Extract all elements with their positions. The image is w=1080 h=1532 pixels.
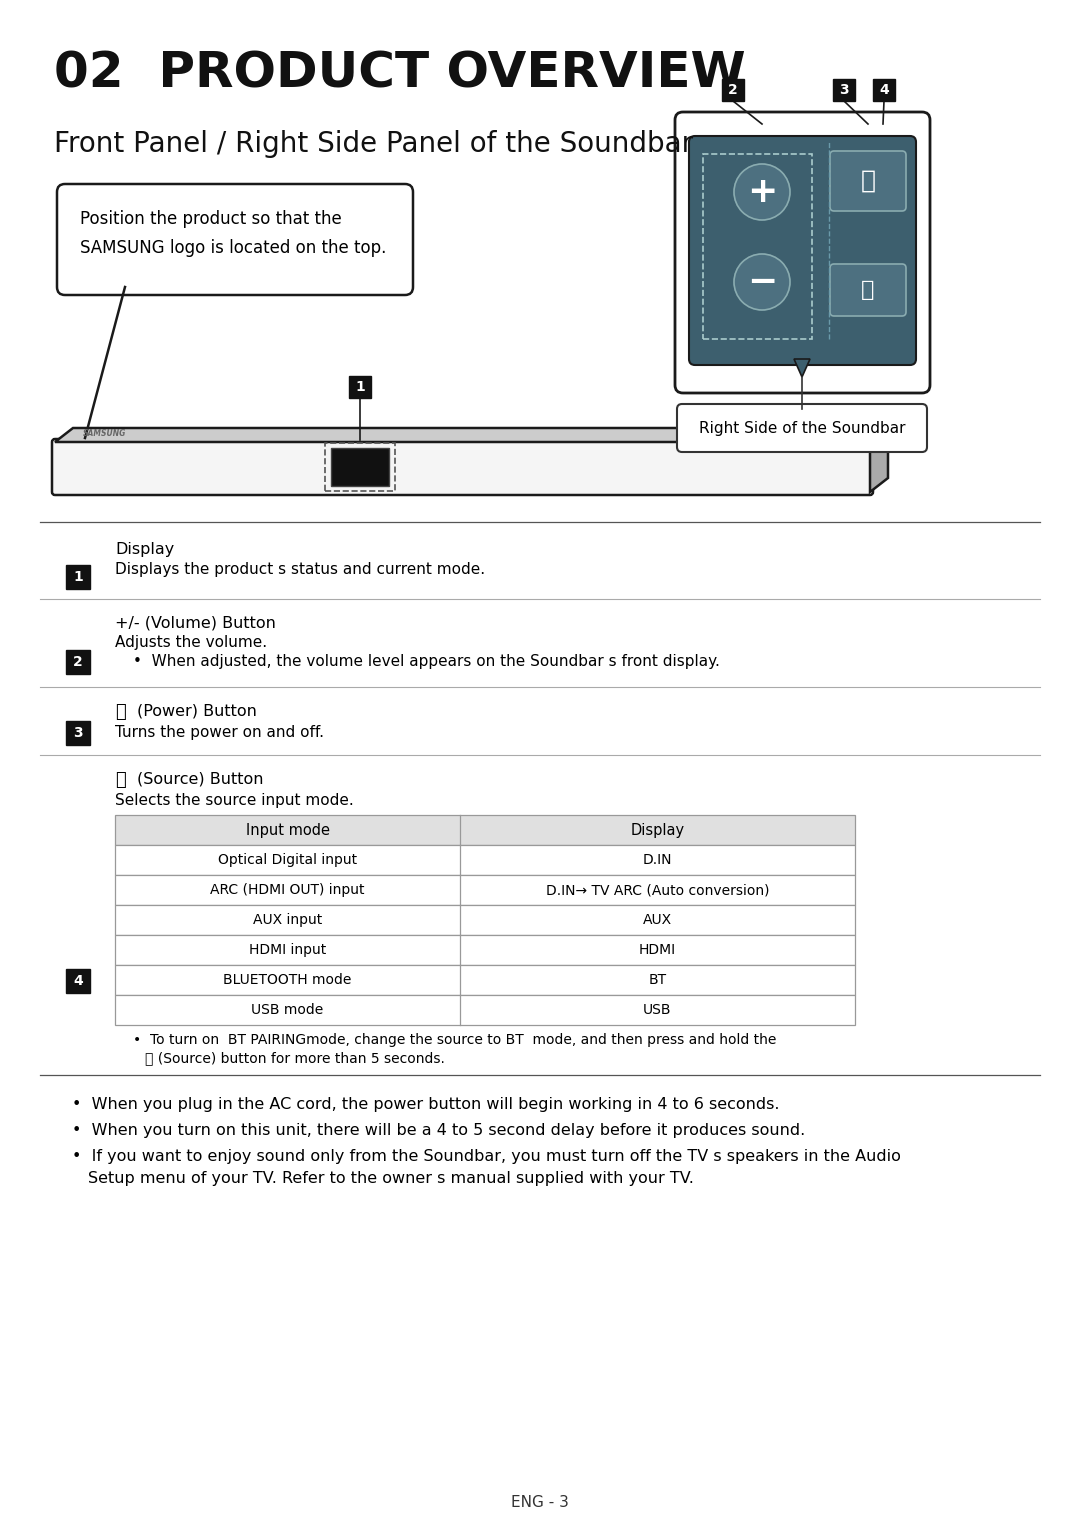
Text: Displays the product s status and current mode.: Displays the product s status and curren…: [114, 562, 485, 578]
Text: BT: BT: [648, 973, 666, 987]
Bar: [66, 650, 90, 674]
Bar: [114, 965, 855, 994]
Text: ENG - 3: ENG - 3: [511, 1495, 569, 1511]
Text: Position the product so that the
SAMSUNG logo is located on the top.: Position the product so that the SAMSUNG…: [80, 210, 387, 257]
Text: •  If you want to enjoy sound only from the Soundbar, you must turn off the TV s: • If you want to enjoy sound only from t…: [72, 1149, 901, 1164]
Bar: [66, 722, 90, 745]
Text: 3: 3: [73, 726, 83, 740]
Text: D.IN: D.IN: [643, 853, 672, 867]
FancyBboxPatch shape: [52, 440, 873, 495]
Bar: [66, 970, 90, 993]
Text: 3: 3: [839, 83, 849, 97]
FancyBboxPatch shape: [831, 264, 906, 316]
Text: Display: Display: [114, 542, 174, 558]
Bar: [114, 846, 855, 875]
Text: 4: 4: [73, 974, 83, 988]
Text: •  When you turn on this unit, there will be a 4 to 5 second delay before it pro: • When you turn on this unit, there will…: [72, 1123, 806, 1138]
Bar: [833, 80, 855, 101]
Text: SAMSUNG: SAMSUNG: [83, 429, 126, 438]
Text: 1: 1: [73, 570, 83, 584]
Text: 4: 4: [879, 83, 889, 97]
Text: Display: Display: [631, 823, 685, 838]
Text: ⮞ (Source) button for more than 5 seconds.: ⮞ (Source) button for more than 5 second…: [145, 1051, 445, 1065]
Text: Input mode: Input mode: [245, 823, 329, 838]
Text: AUX: AUX: [643, 913, 672, 927]
Bar: [723, 80, 744, 101]
Text: ⏻: ⏻: [114, 703, 125, 722]
Text: 2: 2: [728, 83, 738, 97]
Text: ⏻: ⏻: [862, 280, 875, 300]
Bar: [873, 80, 895, 101]
FancyBboxPatch shape: [677, 404, 927, 452]
Text: Optical Digital input: Optical Digital input: [218, 853, 357, 867]
Bar: [114, 875, 855, 905]
Text: HDMI input: HDMI input: [248, 944, 326, 958]
Text: D.IN→ TV ARC (Auto conversion): D.IN→ TV ARC (Auto conversion): [545, 882, 769, 898]
Text: BLUETOOTH mode: BLUETOOTH mode: [224, 973, 352, 987]
Text: Selects the source input mode.: Selects the source input mode.: [114, 794, 354, 807]
Circle shape: [734, 254, 789, 309]
Text: (Source) Button: (Source) Button: [137, 771, 264, 786]
Text: ⮞: ⮞: [114, 771, 125, 789]
Text: USB mode: USB mode: [252, 1003, 324, 1017]
Polygon shape: [794, 358, 810, 377]
Text: Front Panel / Right Side Panel of the Soundbar: Front Panel / Right Side Panel of the So…: [54, 130, 693, 158]
Bar: [114, 905, 855, 935]
Text: •  When adjusted, the volume level appears on the Soundbar s front display.: • When adjusted, the volume level appear…: [133, 654, 720, 669]
Text: −: −: [747, 265, 778, 299]
Text: AUX input: AUX input: [253, 913, 322, 927]
Text: ARC (HDMI OUT) input: ARC (HDMI OUT) input: [211, 882, 365, 898]
Text: 1: 1: [355, 380, 365, 394]
Text: +: +: [746, 175, 778, 208]
Bar: [114, 815, 855, 846]
Polygon shape: [870, 427, 888, 492]
Text: 02  PRODUCT OVERVIEW: 02 PRODUCT OVERVIEW: [54, 51, 745, 98]
Polygon shape: [55, 427, 888, 443]
Text: 2: 2: [73, 656, 83, 669]
Bar: [114, 994, 855, 1025]
Text: •  When you plug in the AC cord, the power button will begin working in 4 to 6 s: • When you plug in the AC cord, the powe…: [72, 1097, 780, 1112]
FancyBboxPatch shape: [57, 184, 413, 296]
Text: (Power) Button: (Power) Button: [137, 703, 257, 719]
FancyBboxPatch shape: [831, 152, 906, 211]
FancyBboxPatch shape: [689, 136, 916, 365]
Text: USB: USB: [644, 1003, 672, 1017]
Text: +/- (Volume) Button: +/- (Volume) Button: [114, 614, 275, 630]
FancyBboxPatch shape: [675, 112, 930, 394]
Bar: [66, 565, 90, 588]
Text: Setup menu of your TV. Refer to the owner s manual supplied with your TV.: Setup menu of your TV. Refer to the owne…: [87, 1170, 693, 1186]
Bar: [114, 935, 855, 965]
Text: Adjusts the volume.: Adjusts the volume.: [114, 634, 267, 650]
Bar: [330, 447, 389, 486]
Circle shape: [734, 164, 789, 221]
Text: Turns the power on and off.: Turns the power on and off.: [114, 725, 324, 740]
Bar: [349, 375, 372, 398]
Text: HDMI: HDMI: [639, 944, 676, 958]
Text: •  To turn on  BT PAIRINGmode, change the source to BT  mode, and then press and: • To turn on BT PAIRINGmode, change the …: [133, 1033, 777, 1046]
Text: ⮞: ⮞: [861, 169, 876, 193]
Text: Right Side of the Soundbar: Right Side of the Soundbar: [699, 420, 905, 435]
